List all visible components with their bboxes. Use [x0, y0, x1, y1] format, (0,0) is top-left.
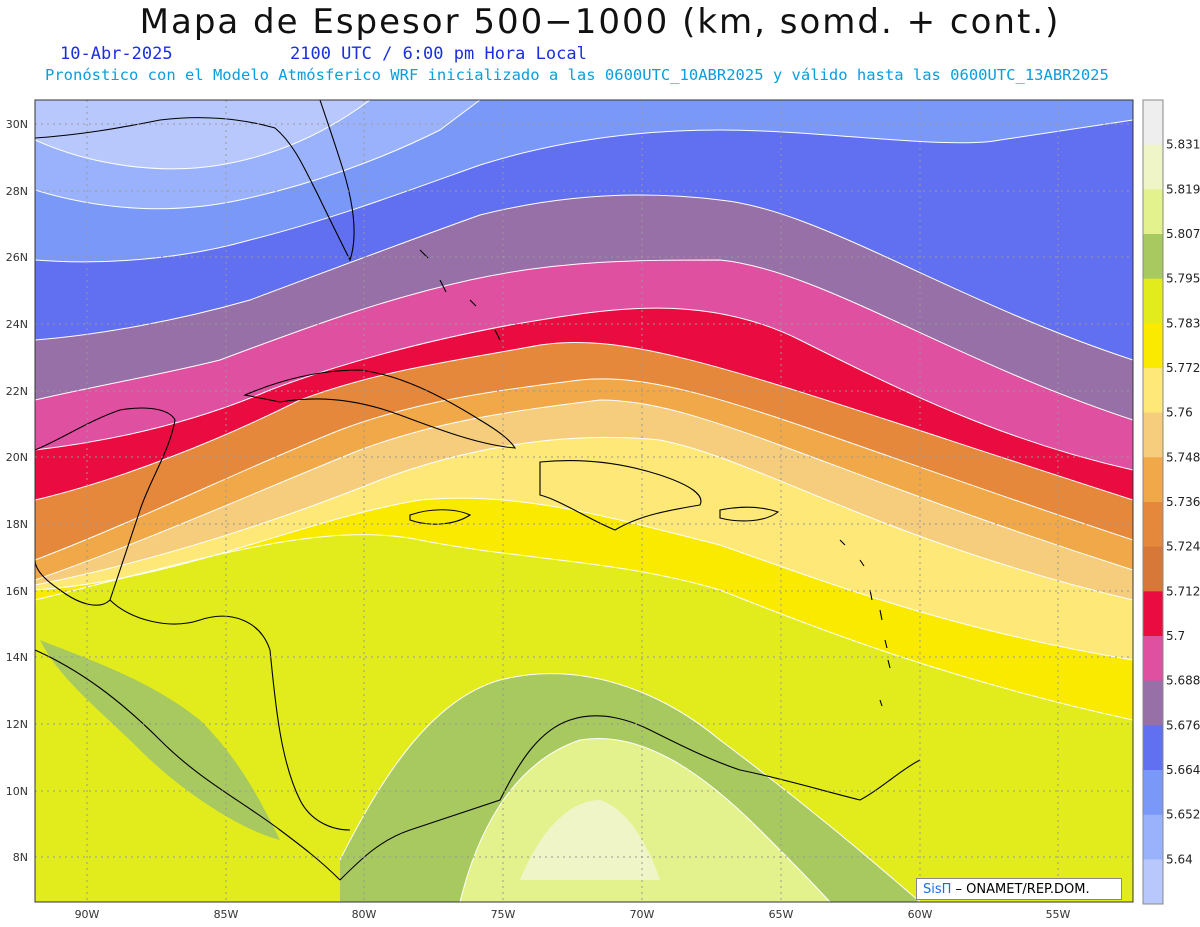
colorbar-swatch	[1143, 278, 1163, 324]
lat-label: 10N	[6, 785, 28, 798]
colorbar-swatch	[1143, 368, 1163, 414]
colorbar-label: 5.748	[1166, 450, 1200, 464]
lat-label: 16N	[6, 585, 28, 598]
colorbar-swatch	[1143, 144, 1163, 190]
lat-label: 30N	[6, 118, 28, 131]
lon-label: 70W	[630, 908, 655, 921]
colorbar: 5.831 5.819 5.807 5.795 5.783 5.772 5.76 5.748 5…	[1142, 99, 1200, 905]
colorbar-swatch	[1143, 100, 1163, 146]
longitude-axis: 90W 85W 80W 75W 70W 65W 60W 55W	[75, 908, 1071, 921]
lon-label: 65W	[769, 908, 794, 921]
lat-label: 20N	[6, 451, 28, 464]
colorbar-label: 5.772	[1166, 361, 1200, 375]
lat-label: 8N	[13, 851, 28, 864]
colorbar-swatch	[1143, 323, 1163, 369]
colorbar-swatch	[1143, 546, 1163, 592]
colorbar-swatch	[1143, 636, 1163, 682]
lon-label: 60W	[908, 908, 933, 921]
colorbar-swatch	[1143, 725, 1163, 771]
colorbar-frame	[1142, 99, 1164, 905]
colorbar-swatch	[1143, 457, 1163, 503]
colorbar-label: 5.652	[1166, 808, 1200, 822]
thickness-contours	[35, 100, 1133, 902]
credit-box: SisΠ – ONAMET/REP.DOM.	[916, 878, 1122, 900]
colorbar-label: 5.795	[1166, 272, 1200, 286]
credit-text: – ONAMET/REP.DOM.	[951, 882, 1090, 897]
colorbar-label: 5.76	[1166, 406, 1193, 420]
thickness-fill	[35, 100, 1133, 902]
forecast-subtitle: Pronóstico con el Modelo Atmósferico WRF…	[45, 66, 1109, 84]
colorbar-swatch	[1143, 770, 1163, 816]
lat-label: 14N	[6, 651, 28, 664]
coastlines	[35, 100, 921, 881]
colorbar-swatch	[1143, 502, 1163, 548]
lat-label: 28N	[6, 185, 28, 198]
latitude-axis: 30N 28N 26N 24N 22N 20N 18N 16N 14N 12N …	[6, 118, 28, 864]
colorbar-label: 5.64	[1166, 852, 1193, 866]
colorbar-swatch	[1143, 591, 1163, 637]
grid-lines	[35, 100, 1133, 902]
colorbar-swatch	[1143, 189, 1163, 235]
lon-label: 75W	[491, 908, 516, 921]
forecast-date: 10-Abr-2025	[60, 44, 173, 64]
lat-label: 18N	[6, 518, 28, 531]
colorbar-label: 5.724	[1166, 540, 1200, 554]
lon-label: 85W	[214, 908, 239, 921]
colorbar-label: 5.807	[1166, 227, 1200, 241]
colorbar-swatch	[1143, 234, 1163, 280]
colorbar-label: 5.736	[1166, 495, 1200, 509]
lat-label: 12N	[6, 718, 28, 731]
colorbar-label: 5.819	[1166, 182, 1200, 196]
map-title: Mapa de Espesor 500−1000 (km, somd. + co…	[139, 2, 1061, 42]
colorbar-label: 5.831	[1166, 138, 1200, 152]
lon-label: 80W	[352, 908, 377, 921]
colorbar-label: 5.783	[1166, 316, 1200, 330]
sispi-logo: SisΠ	[923, 882, 952, 897]
lon-label: 55W	[1046, 908, 1071, 921]
colorbar-swatch	[1143, 412, 1163, 458]
colorbar-label: 5.712	[1166, 584, 1200, 598]
colorbar-label: 5.664	[1166, 763, 1200, 777]
lat-label: 22N	[6, 385, 28, 398]
colorbar-label: 5.688	[1166, 674, 1200, 688]
colorbar-swatch	[1143, 814, 1163, 860]
forecast-time: 2100 UTC / 6:00 pm Hora Local	[290, 44, 587, 64]
colorbar-label: 5.676	[1166, 718, 1200, 732]
plot-frame	[34, 99, 1134, 903]
lat-label: 24N	[6, 318, 28, 331]
colorbar-swatch	[1143, 680, 1163, 726]
colorbar-swatch	[1143, 859, 1163, 905]
lat-label: 26N	[6, 251, 28, 264]
lon-label: 90W	[75, 908, 100, 921]
colorbar-label: 5.7	[1166, 629, 1185, 643]
